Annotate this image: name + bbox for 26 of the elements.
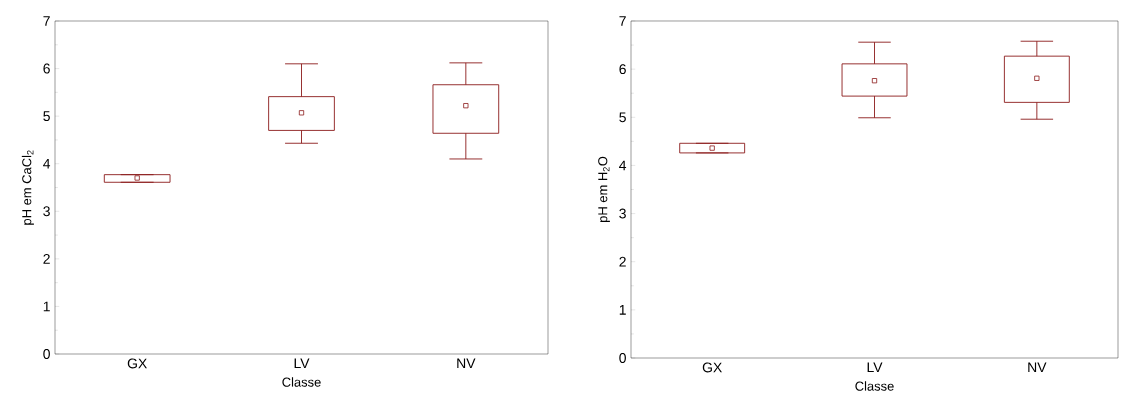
y-axis-title: pH em CaCl$_{2}$ (21, 150, 34, 225)
y-tick-label: 5 (619, 112, 626, 123)
y-tick-label: 3 (619, 208, 626, 219)
y-tick-label: 0 (43, 349, 50, 359)
x-tick-label: LV (294, 358, 310, 369)
x-tick-label: LV (867, 362, 883, 373)
y-tick-label: 5 (43, 111, 50, 122)
y-tick-label: 4 (619, 160, 627, 171)
y-tick-label: 6 (43, 63, 50, 74)
y-axis-title: pH em H$_{2}$O (598, 156, 610, 223)
y-tick-label: 4 (43, 158, 51, 169)
y-tick-label: 7 (619, 16, 626, 26)
x-axis-title: Classe (282, 377, 321, 387)
y-tick-label: 1 (619, 305, 626, 315)
y-tick-label: 2 (619, 256, 626, 267)
y-tick-label: 1 (43, 301, 50, 312)
x-tick-label: GX (702, 362, 722, 373)
y-tick-label: 6 (619, 64, 626, 75)
y-tick-label: 7 (43, 16, 50, 26)
y-tick-label: 2 (43, 253, 50, 264)
x-tick-label: GX (127, 358, 147, 369)
x-tick-label: NV (457, 358, 476, 369)
x-tick-label: NV (1028, 362, 1047, 373)
y-tick-label: 3 (43, 206, 50, 217)
y-tick-label: 0 (619, 353, 626, 363)
x-axis-title: Classe (855, 381, 894, 391)
